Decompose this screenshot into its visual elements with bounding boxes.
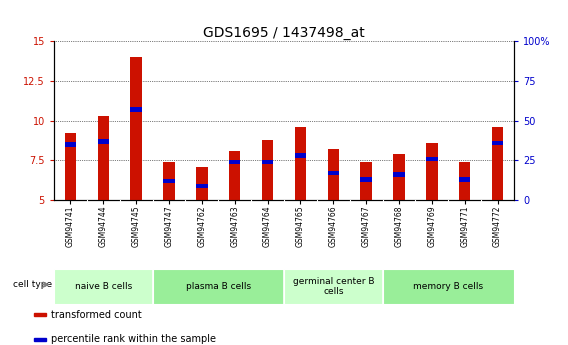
Bar [196,184,207,188]
Bar [295,154,306,158]
Bar [459,162,470,200]
Bar [328,149,339,200]
Bar [383,269,514,304]
Bar [426,157,437,161]
Bar [163,162,175,200]
Bar [262,160,273,164]
Bar [361,177,372,182]
Text: naive B cells: naive B cells [74,282,132,291]
Bar [492,127,503,200]
Bar [229,160,240,164]
Text: plasma B cells: plasma B cells [186,282,251,291]
Bar [361,162,372,200]
Bar [131,107,142,112]
Bar [163,179,175,183]
Title: GDS1695 / 1437498_at: GDS1695 / 1437498_at [203,26,365,40]
Bar [229,151,240,200]
Text: transformed count: transformed count [52,310,142,320]
Bar [328,171,339,175]
Text: percentile rank within the sample: percentile rank within the sample [52,335,216,344]
Bar [459,177,470,182]
Bar [153,269,284,304]
Bar [262,140,273,200]
Bar [492,141,503,145]
Bar [98,116,109,200]
Bar [65,142,76,147]
Bar [98,139,109,144]
Bar [393,154,405,200]
Bar [131,57,142,200]
Bar [426,143,437,200]
Bar [393,172,405,177]
Text: cell type: cell type [14,280,53,289]
Bar [284,269,383,304]
Text: germinal center B
cells: germinal center B cells [293,277,374,296]
Bar [65,134,76,200]
Bar [295,127,306,200]
Bar [34,313,47,316]
Bar [34,338,47,341]
Bar [54,269,153,304]
Bar [196,167,207,200]
Text: memory B cells: memory B cells [414,282,483,291]
